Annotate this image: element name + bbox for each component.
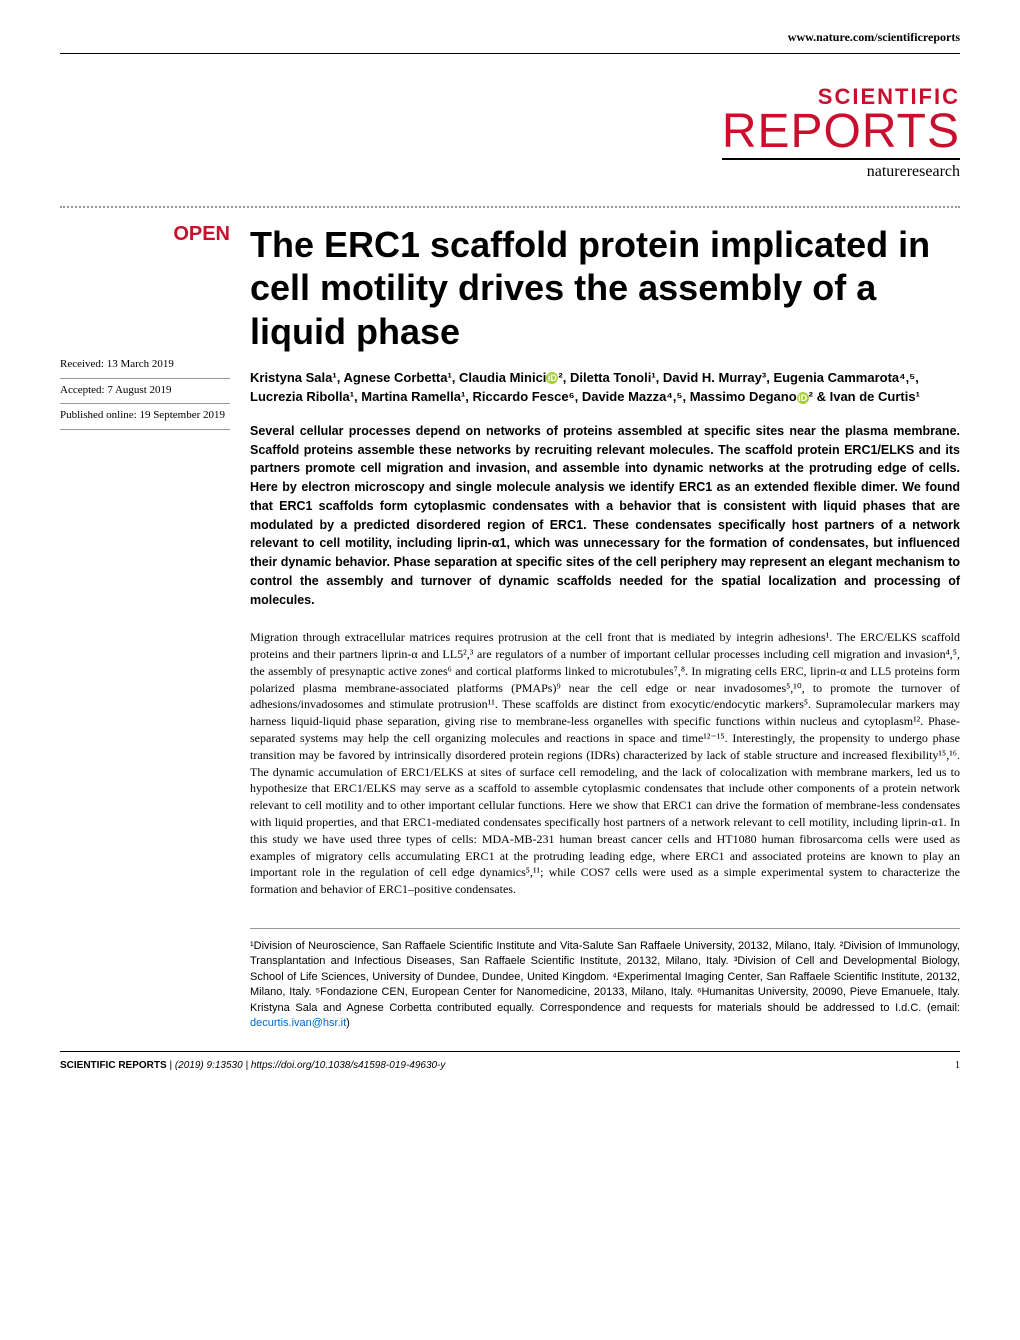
journal-reports-text: REPORTS xyxy=(722,110,960,160)
open-badge: OPEN xyxy=(60,223,230,246)
footer-citation: SCIENTIFIC REPORTS | (2019) 9:13530 | ht… xyxy=(60,1060,445,1071)
footer-journal: SCIENTIFIC REPORTS xyxy=(60,1060,167,1071)
correspondence-email[interactable]: decurtis.ivan@hsr.it xyxy=(250,1017,346,1029)
authors-line1b: ², Diletta Tonoli¹, David H. Murray³, xyxy=(558,370,769,385)
affiliation-end: ) xyxy=(346,1017,350,1029)
authors-line3: Davide Mazza⁴,⁵, Massimo Degano xyxy=(582,389,797,404)
article-title: The ERC1 scaffold protein implicated in … xyxy=(250,223,960,353)
right-column: The ERC1 scaffold protein implicated in … xyxy=(250,223,960,1031)
authors-list: Kristyna Sala¹, Agnese Corbetta¹, Claudi… xyxy=(250,368,960,407)
footer-citation-text: (2019) 9:13530 | https://doi.org/10.1038… xyxy=(175,1060,446,1071)
date-published: Published online: 19 September 2019 xyxy=(60,407,230,425)
page-number: 1 xyxy=(955,1060,960,1071)
date-divider xyxy=(60,403,230,404)
abstract: Several cellular processes depend on net… xyxy=(250,422,960,610)
footer: SCIENTIFIC REPORTS | (2019) 9:13530 | ht… xyxy=(60,1051,960,1071)
dates-block: Received: 13 March 2019 Accepted: 7 Augu… xyxy=(60,356,230,430)
header-url: www.nature.com/scientificreports xyxy=(60,30,960,53)
date-divider xyxy=(60,429,230,430)
date-divider xyxy=(60,378,230,379)
date-accepted: Accepted: 7 August 2019 xyxy=(60,382,230,400)
content-divider xyxy=(60,206,960,208)
affiliations: ¹Division of Neuroscience, San Raffaele … xyxy=(250,928,960,1031)
left-column: OPEN Received: 13 March 2019 Accepted: 7… xyxy=(60,223,230,1031)
authors-line3b: ² & Ivan de Curtis¹ xyxy=(809,389,920,404)
authors-line1: Kristyna Sala¹, Agnese Corbetta¹, Claudi… xyxy=(250,370,546,385)
date-received: Received: 13 March 2019 xyxy=(60,356,230,374)
journal-nature-text: natureresearch xyxy=(60,163,960,181)
body-text: Migration through extracellular matrices… xyxy=(250,629,960,898)
affiliation-text: ¹Division of Neuroscience, San Raffaele … xyxy=(250,940,960,1014)
orcid-icon[interactable]: iD xyxy=(797,392,809,404)
journal-logo: SCIENTIFIC REPORTS natureresearch xyxy=(60,84,960,181)
header-divider xyxy=(60,53,960,54)
orcid-icon[interactable]: iD xyxy=(546,372,558,384)
